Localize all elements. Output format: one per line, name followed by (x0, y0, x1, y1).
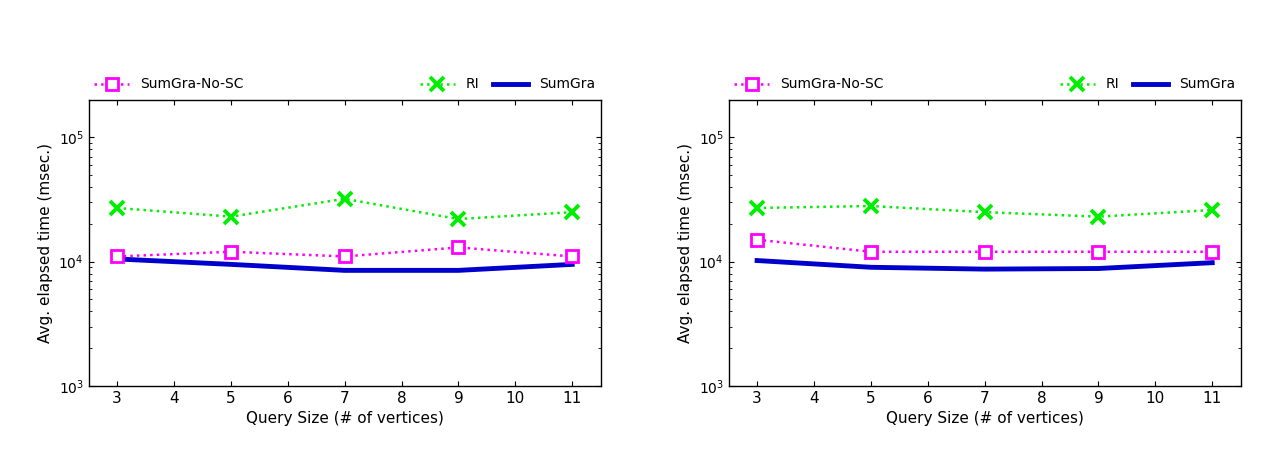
Line: SumGra: SumGra (757, 261, 1213, 269)
RI (451, 216, 466, 222)
Line: SumGra-No-SC: SumGra-No-SC (111, 242, 577, 262)
Line: RI: RI (110, 192, 579, 226)
SumGra (863, 265, 879, 270)
Y-axis label: Avg. elapsed time (msec.): Avg. elapsed time (msec.) (677, 143, 693, 343)
SumGra (977, 266, 993, 272)
RI (109, 205, 124, 211)
Y-axis label: Avg. elapsed time (msec.): Avg. elapsed time (msec.) (38, 143, 53, 343)
RI (1205, 207, 1220, 213)
SumGra-No-SC (223, 249, 238, 255)
RI (863, 203, 879, 209)
Legend: SumGra-No-SC: SumGra-No-SC (89, 72, 249, 97)
Legend: SumGra-No-SC: SumGra-No-SC (729, 72, 889, 97)
RI (337, 196, 352, 202)
X-axis label: Query Size (# of vertices): Query Size (# of vertices) (886, 411, 1084, 426)
SumGra-No-SC (451, 245, 466, 250)
Line: SumGra: SumGra (116, 259, 572, 271)
RI (977, 209, 993, 215)
X-axis label: Query Size (# of vertices): Query Size (# of vertices) (246, 411, 443, 426)
SumGra-No-SC (1205, 249, 1220, 255)
SumGra-No-SC (863, 249, 879, 255)
SumGra (109, 256, 124, 262)
RI (565, 209, 580, 215)
SumGra-No-SC (109, 254, 124, 259)
SumGra-No-SC (749, 237, 765, 242)
SumGra (223, 262, 238, 267)
SumGra (749, 258, 765, 263)
SumGra-No-SC (565, 254, 580, 259)
Line: SumGra-No-SC: SumGra-No-SC (752, 234, 1218, 257)
SumGra (1205, 260, 1220, 266)
SumGra (1091, 266, 1106, 271)
RI (223, 214, 238, 219)
SumGra (337, 268, 352, 273)
SumGra (451, 268, 466, 273)
SumGra-No-SC (977, 249, 993, 255)
Line: RI: RI (751, 199, 1219, 223)
SumGra (565, 262, 580, 267)
SumGra-No-SC (1091, 249, 1106, 255)
RI (749, 205, 765, 211)
SumGra-No-SC (337, 254, 352, 259)
RI (1091, 214, 1106, 219)
